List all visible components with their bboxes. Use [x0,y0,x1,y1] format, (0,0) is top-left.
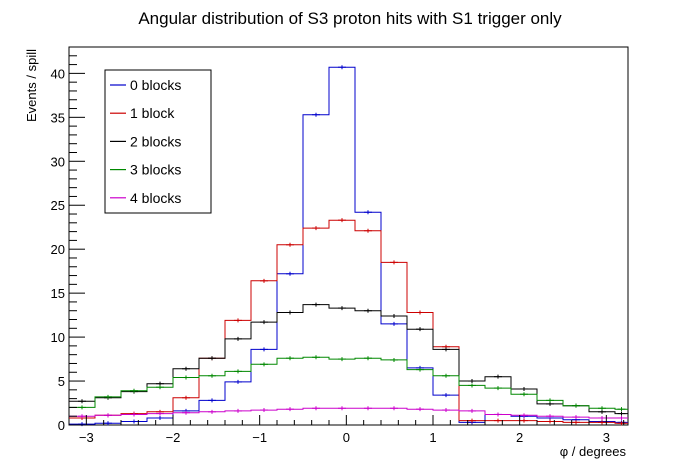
legend-label: 1 block [130,105,175,121]
y-tick-label: 25 [51,198,65,213]
y-tick-label: 35 [51,110,65,125]
plot-frame [68,46,629,426]
series-3 [69,355,628,412]
y-tick-label: 15 [51,286,65,301]
legend-label: 2 blocks [130,133,181,149]
legend-label: 0 blocks [130,77,181,93]
legend-item: 2 blocks [110,133,181,149]
legend-item: 0 blocks [110,77,181,93]
y-tick-label: 30 [51,154,65,169]
x-tick-label: −1 [252,430,267,445]
histogram-line [69,356,628,410]
x-tick-label: 1 [429,430,436,445]
y-tick-label: 40 [51,66,65,81]
series-group [69,65,628,427]
legend-label: 3 blocks [130,162,181,178]
x-tick-label: 2 [516,430,523,445]
legend-item: 1 block [110,105,175,121]
x-tick-label: 0 [343,430,350,445]
y-tick-label: 0 [58,418,65,433]
x-axis-title: φ / degrees [560,444,627,459]
x-tick-label: −2 [166,430,181,445]
y-tick-label: 20 [51,242,65,257]
y-axis-title: Events / spill [24,49,39,122]
chart-title: Angular distribution of S3 proton hits w… [138,9,562,28]
legend-item: 3 blocks [110,162,181,178]
x-tick-label: 3 [603,430,610,445]
y-tick-label: 5 [58,374,65,389]
x-tick-label: −3 [79,430,94,445]
y-tick-label: 10 [51,330,65,345]
legend: 0 blocks 1 block 2 blocks 3 blocks 4 blocks [104,69,212,214]
legend-item: 4 blocks [110,190,181,206]
legend-label: 4 blocks [130,190,181,206]
series-4 [69,406,628,420]
